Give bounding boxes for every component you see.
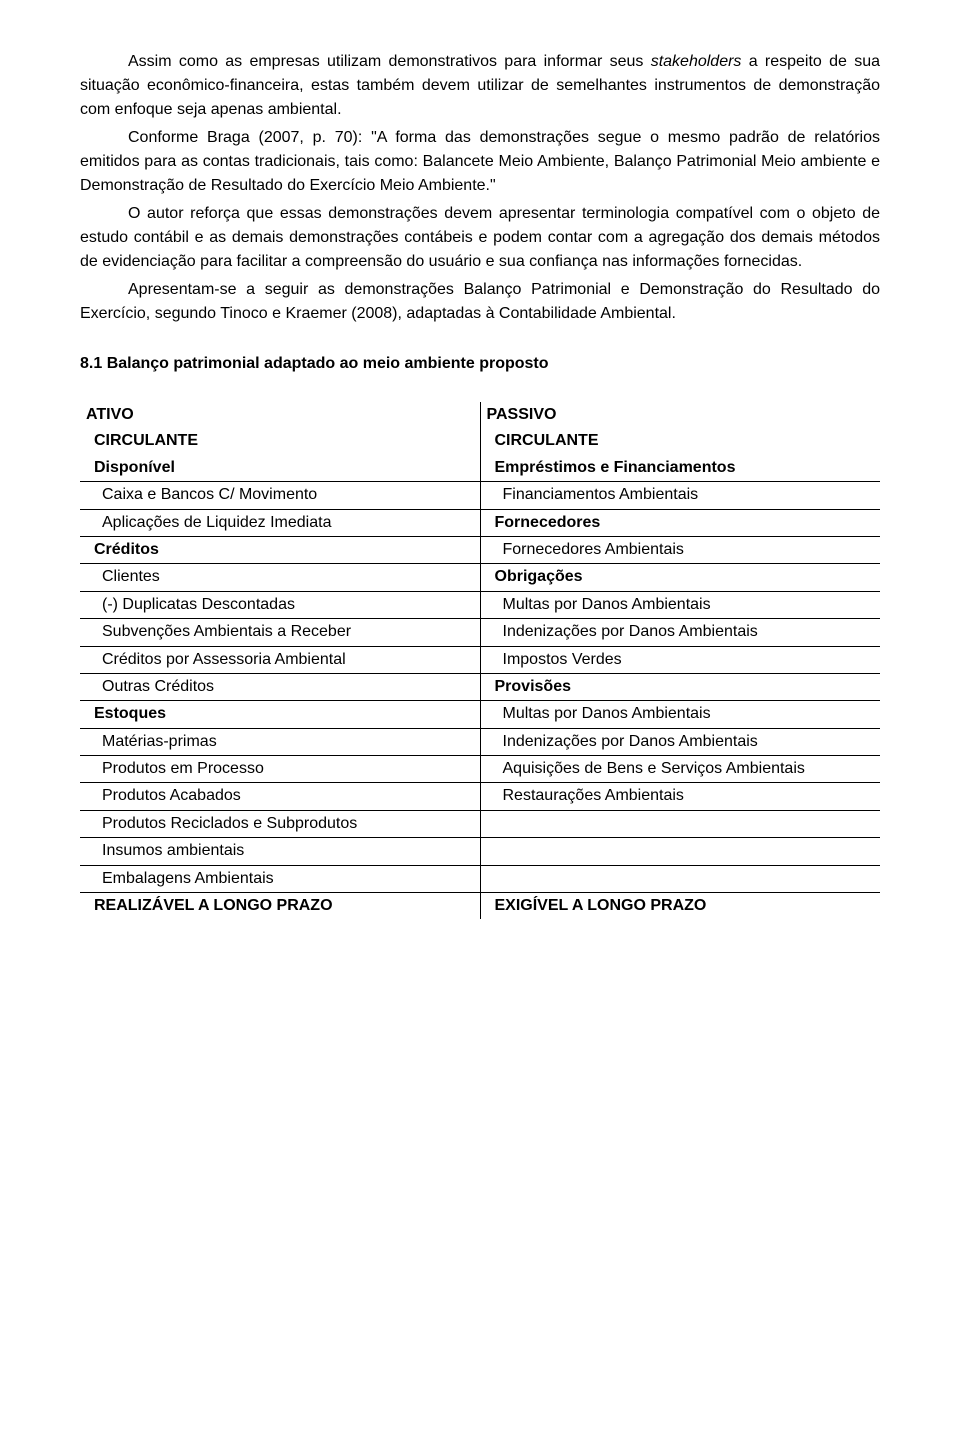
balance-sheet-table: ATIVO PASSIVO CIRCULANTECIRCULANTEDispon…	[80, 402, 880, 919]
table-row: Subvenções Ambientais a ReceberIndenizaç…	[80, 619, 880, 646]
table-row: Produtos Reciclados e Subprodutos	[80, 810, 880, 837]
cell-right: Impostos Verdes	[480, 646, 880, 673]
cell-left: Insumos ambientais	[80, 838, 480, 865]
cell-right: Obrigações	[480, 564, 880, 591]
cell-right	[480, 810, 880, 837]
paragraph-1: Assim como as empresas utilizam demonstr…	[80, 50, 880, 122]
table-row: Produtos em ProcessoAquisições de Bens e…	[80, 756, 880, 783]
section-heading: 8.1 Balanço patrimonial adaptado ao meio…	[80, 352, 880, 376]
cell-left: CIRCULANTE	[80, 428, 480, 454]
cell-left: REALIZÁVEL A LONGO PRAZO	[80, 893, 480, 920]
table-row: Matérias-primasIndenizações por Danos Am…	[80, 728, 880, 755]
cell-left: (-) Duplicatas Descontadas	[80, 591, 480, 618]
cell-left: Produtos Reciclados e Subprodutos	[80, 810, 480, 837]
table-row: Insumos ambientais	[80, 838, 880, 865]
cell-left: Produtos em Processo	[80, 756, 480, 783]
table-row: Créditos por Assessoria AmbientalImposto…	[80, 646, 880, 673]
table-row: ClientesObrigações	[80, 564, 880, 591]
cell-left: Disponível	[80, 455, 480, 482]
cell-left: Outras Créditos	[80, 673, 480, 700]
cell-left: Produtos Acabados	[80, 783, 480, 810]
table-row: Embalagens Ambientais	[80, 865, 880, 892]
cell-right	[480, 838, 880, 865]
table-row: Aplicações de Liquidez ImediataFornecedo…	[80, 509, 880, 536]
table-row: CréditosFornecedores Ambientais	[80, 536, 880, 563]
table-row: DisponívelEmpréstimos e Financiamentos	[80, 455, 880, 482]
cell-right: Restaurações Ambientais	[480, 783, 880, 810]
table-row: REALIZÁVEL A LONGO PRAZOEXIGÍVEL A LONGO…	[80, 893, 880, 920]
cell-right: Provisões	[480, 673, 880, 700]
cell-right: Fornecedores Ambientais	[480, 536, 880, 563]
table-row: Produtos AcabadosRestaurações Ambientais	[80, 783, 880, 810]
table-row: (-) Duplicatas DescontadasMultas por Dan…	[80, 591, 880, 618]
cell-right: Empréstimos e Financiamentos	[480, 455, 880, 482]
table-row: CIRCULANTECIRCULANTE	[80, 428, 880, 454]
cell-left: Créditos	[80, 536, 480, 563]
cell-right	[480, 865, 880, 892]
cell-right: EXIGÍVEL A LONGO PRAZO	[480, 893, 880, 920]
table-row: EstoquesMultas por Danos Ambientais	[80, 701, 880, 728]
cell-right: Multas por Danos Ambientais	[480, 591, 880, 618]
table-row: Caixa e Bancos C/ MovimentoFinanciamento…	[80, 482, 880, 509]
cell-right: Fornecedores	[480, 509, 880, 536]
cell-left: Estoques	[80, 701, 480, 728]
cell-left: Embalagens Ambientais	[80, 865, 480, 892]
table-header-row: ATIVO PASSIVO	[80, 402, 880, 428]
cell-left: Matérias-primas	[80, 728, 480, 755]
paragraph-2: Conforme Braga (2007, p. 70): "A forma d…	[80, 126, 880, 198]
cell-left: Clientes	[80, 564, 480, 591]
paragraph-3: O autor reforça que essas demonstrações …	[80, 202, 880, 274]
p1-italic: stakeholders	[651, 53, 742, 70]
cell-right: Indenizações por Danos Ambientais	[480, 728, 880, 755]
header-passivo: PASSIVO	[480, 402, 880, 428]
paragraph-4: Apresentam-se a seguir as demonstrações …	[80, 278, 880, 326]
cell-left: Caixa e Bancos C/ Movimento	[80, 482, 480, 509]
cell-right: CIRCULANTE	[480, 428, 880, 454]
cell-left: Aplicações de Liquidez Imediata	[80, 509, 480, 536]
header-ativo: ATIVO	[80, 402, 480, 428]
cell-right: Indenizações por Danos Ambientais	[480, 619, 880, 646]
cell-right: Financiamentos Ambientais	[480, 482, 880, 509]
cell-right: Multas por Danos Ambientais	[480, 701, 880, 728]
cell-left: Subvenções Ambientais a Receber	[80, 619, 480, 646]
table-row: Outras CréditosProvisões	[80, 673, 880, 700]
cell-right: Aquisições de Bens e Serviços Ambientais	[480, 756, 880, 783]
cell-left: Créditos por Assessoria Ambiental	[80, 646, 480, 673]
p1-text-a: Assim como as empresas utilizam demonstr…	[128, 53, 651, 70]
